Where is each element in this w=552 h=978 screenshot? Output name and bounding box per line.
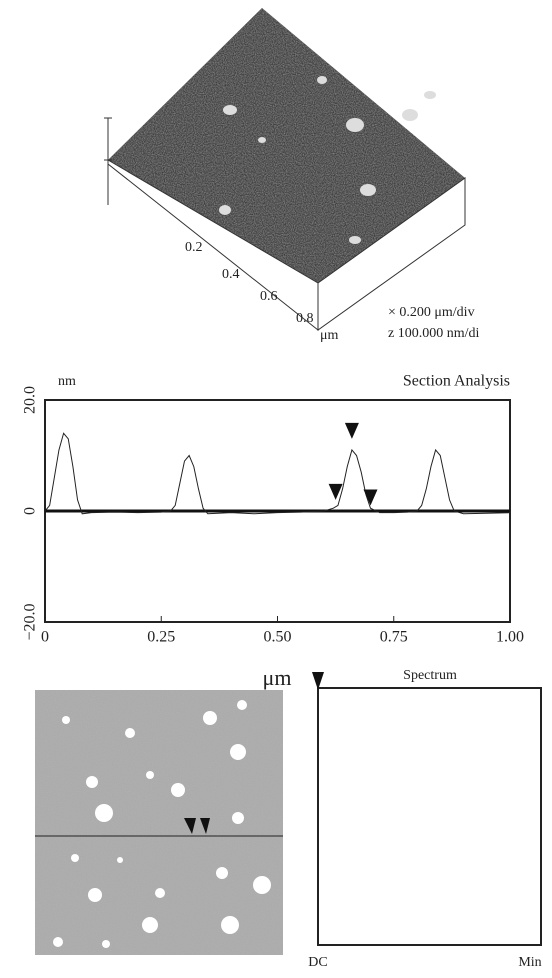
x-axis-label: μm bbox=[263, 665, 292, 690]
y-tick-label: −20.0 bbox=[22, 603, 39, 640]
spectrum-title: Spectrum bbox=[403, 668, 457, 683]
x-tick-label: 0 bbox=[41, 629, 49, 646]
surface-side bbox=[317, 177, 466, 331]
scale-x: × 0.200 μm/div bbox=[388, 305, 475, 320]
y-axis-label: nm bbox=[58, 374, 76, 389]
image-blobs bbox=[53, 700, 271, 948]
surface-tick-label: 0.4 bbox=[222, 267, 240, 282]
profile-line bbox=[44, 432, 511, 515]
scale-z: z 100.000 nm/di bbox=[388, 326, 479, 341]
chart-title: Section Analysis bbox=[403, 373, 510, 390]
surface-tick-label: 0.8 bbox=[296, 311, 314, 326]
x-tick-label: 0.25 bbox=[147, 629, 175, 646]
spectrum-cursor bbox=[312, 672, 324, 690]
surface-tick-label: 0.6 bbox=[260, 289, 278, 304]
cursor-marker bbox=[363, 489, 378, 506]
x-tick-label: 1.00 bbox=[496, 629, 524, 646]
height-image bbox=[35, 690, 283, 955]
spectrum-right-label: Min bbox=[518, 955, 541, 970]
surface-texture bbox=[108, 8, 465, 283]
image-cursor bbox=[200, 818, 210, 834]
spectrum-left-label: DC bbox=[308, 955, 327, 970]
surface-3d: 0.2 0.4 0.6 0.8 μm × 0.200 μm/div z 100.… bbox=[104, 8, 479, 343]
surface-axis-unit: μm bbox=[320, 328, 339, 343]
y-tick-label: 20.0 bbox=[22, 386, 39, 414]
cursor-marker bbox=[344, 422, 359, 439]
spectrum-frame bbox=[317, 687, 542, 946]
image-cursor bbox=[184, 818, 196, 834]
surface-tick-label: 0.2 bbox=[185, 240, 203, 255]
image-grain bbox=[35, 690, 283, 955]
cursor-marker bbox=[328, 483, 343, 500]
surface-bumps bbox=[219, 76, 436, 244]
x-tick-label: 0.50 bbox=[264, 629, 292, 646]
y-tick-label: 0 bbox=[22, 507, 39, 515]
x-tick-label: 0.75 bbox=[380, 629, 408, 646]
